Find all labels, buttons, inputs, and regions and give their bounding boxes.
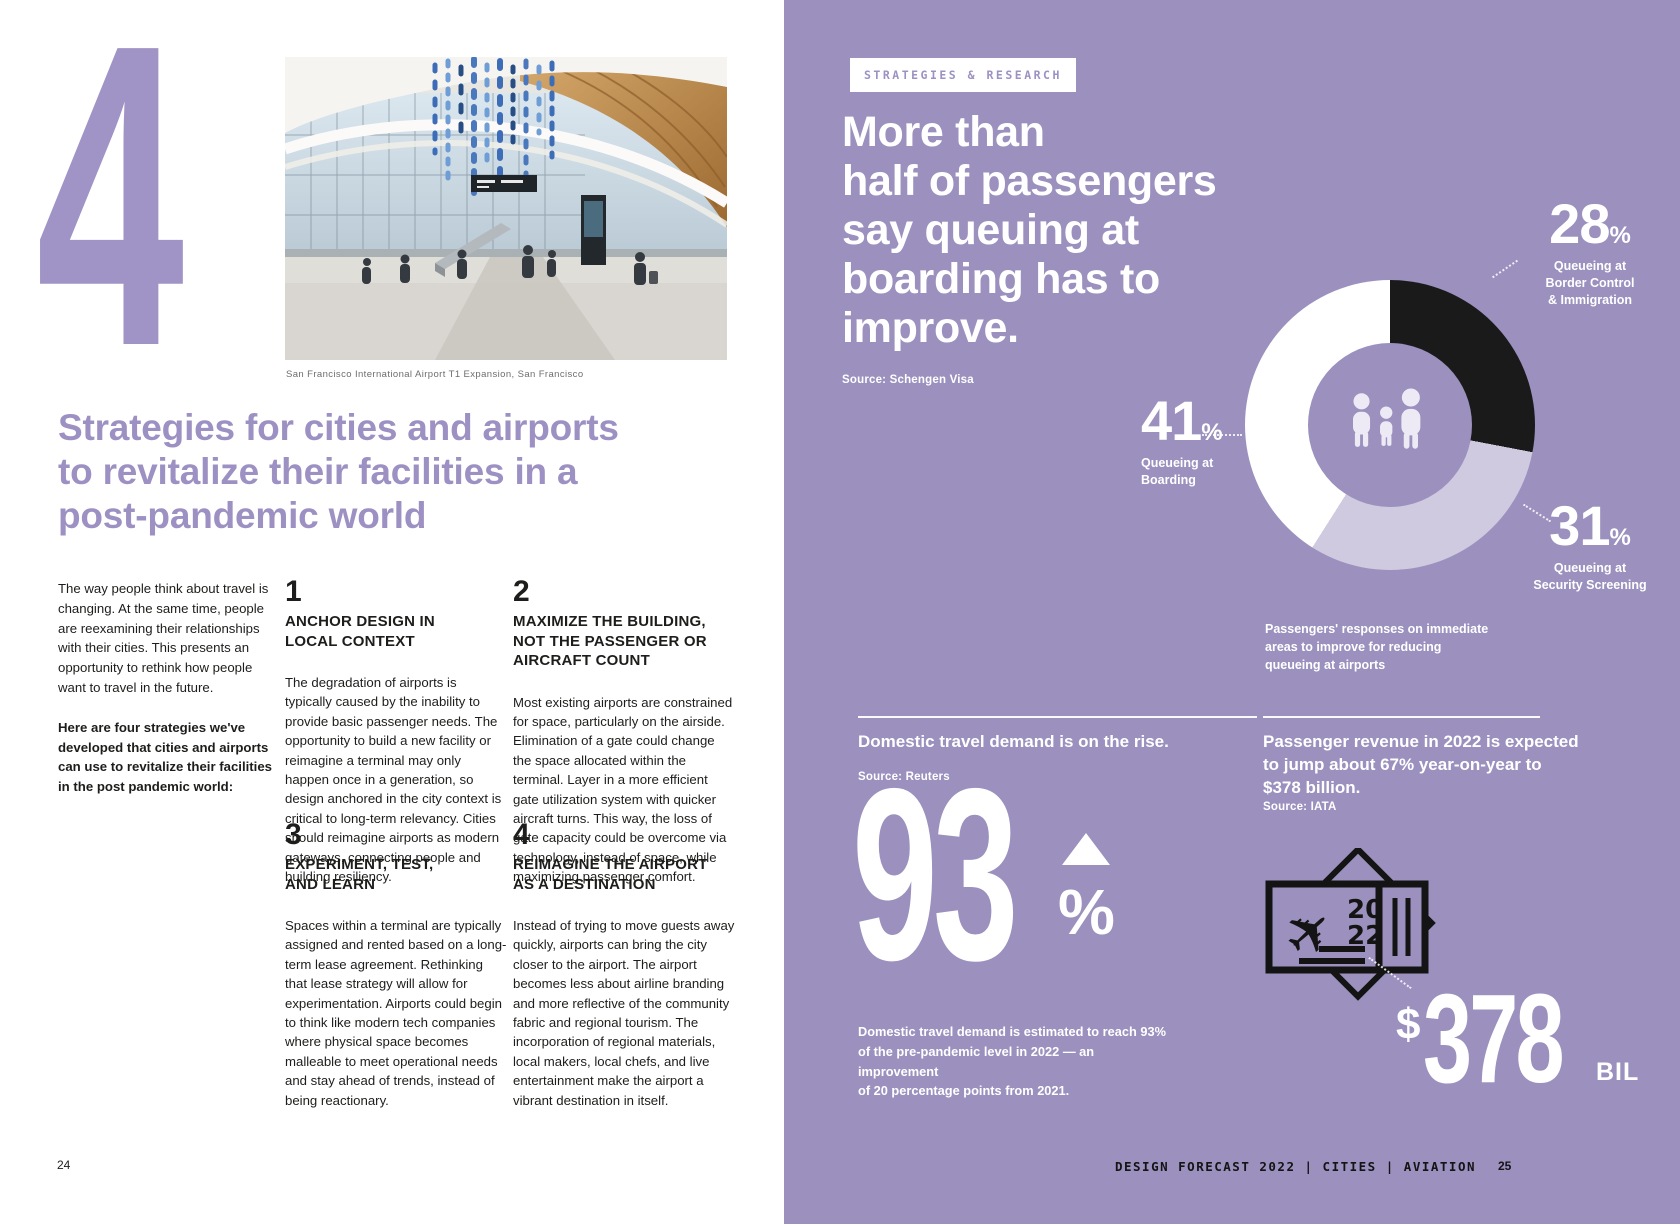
domestic-stat-heading: Domestic travel demand is on the rise. [858, 732, 1169, 751]
page-number-left: 24 [57, 1158, 71, 1172]
strategy-2-number: 2 [513, 575, 530, 608]
intro-bold-paragraph: Here are four strategies we've developed… [58, 719, 273, 795]
donut-chart [1245, 280, 1535, 570]
strategy-4: 4 REIMAGINE THE AIRPORT AS A DESTINATION… [513, 820, 735, 1110]
chapter-number: 4 [36, 0, 184, 436]
strategy-4-number: 4 [513, 818, 530, 851]
plane-ticket-icon: ✈ 20 22 [1263, 845, 1453, 1013]
intro-paragraph: The way people think about travel is cha… [58, 581, 269, 695]
strategy-3-title: EXPERIMENT, TEST, AND LEARN [285, 856, 434, 893]
domestic-stat-body: Domestic travel demand is estimated to r… [858, 1024, 1166, 1099]
callout-boarding: 41% Queueing at Boarding [1141, 393, 1223, 489]
page-number-right: 25 [1498, 1159, 1512, 1173]
strategy-1: 1 ANCHOR DESIGN IN LOCAL CONTEXT The deg… [285, 577, 507, 886]
strategy-3-body: Spaces within a terminal are typically a… [285, 918, 507, 1108]
strategy-3: 3 EXPERIMENT, TEST, AND LEARN Spaces wit… [285, 820, 507, 1110]
strategy-3-number: 3 [285, 818, 302, 851]
callout-border-value: 28 [1549, 192, 1610, 255]
callout-border-label: Queueing at Border Control & Immigration [1545, 259, 1635, 307]
domestic-stat-value: 93 [852, 737, 1019, 1011]
dollar-sign: $ [1396, 1000, 1421, 1049]
right-page: STRATEGIES & RESEARCH More than half of … [784, 0, 1680, 1224]
divider-left [858, 716, 1257, 718]
callout-security-label: Queueing at Security Screening [1533, 561, 1647, 592]
domestic-stat-figure: 93 % [852, 737, 1115, 1011]
strategy-4-body: Instead of trying to move guests away qu… [513, 918, 735, 1108]
svg-text:20: 20 [1347, 895, 1383, 925]
page-title: Strategies for cities and airports to re… [58, 407, 619, 536]
percent-sign: % [1609, 524, 1631, 551]
percent-sign: % [1201, 419, 1223, 446]
section-badge: STRATEGIES & RESEARCH [850, 58, 1076, 92]
callout-border-control: 28% Queueing at Border Control & Immigra… [1510, 196, 1670, 309]
chandelier [432, 57, 555, 200]
strategy-1-number: 1 [285, 575, 302, 608]
research-headline: More than half of passengers say queuing… [842, 108, 1217, 352]
divider-right [1263, 716, 1540, 718]
photo-caption: San Francisco International Airport T1 E… [286, 369, 584, 380]
airport-photo-illustration [285, 57, 727, 360]
callout-boarding-value: 41 [1141, 389, 1202, 452]
strategy-2: 2 MAXIMIZE THE BUILDING, NOT THE PASSENG… [513, 577, 735, 887]
revenue-stat-unit: BIL [1596, 1058, 1640, 1086]
leader-line-boarding [1202, 434, 1242, 436]
people-icon [1353, 388, 1421, 449]
percent-sign: % [1058, 876, 1115, 948]
chart-caption: Passengers' responses on immediate areas… [1265, 622, 1489, 673]
revenue-stat-source: Source: IATA [1263, 801, 1337, 813]
callout-security-value: 31 [1549, 494, 1610, 557]
airport-photo [285, 57, 727, 360]
footer-title: DESIGN FORECAST 2022 | CITIES | AVIATION [1114, 1159, 1476, 1174]
callout-boarding-label: Queueing at Boarding [1141, 456, 1214, 487]
revenue-stat-value: 378 [1423, 968, 1565, 1109]
percent-sign: % [1609, 222, 1631, 249]
left-page: 4 [0, 0, 784, 1224]
strategy-2-title: MAXIMIZE THE BUILDING, NOT THE PASSENGER… [513, 613, 707, 669]
headline-source: Source: Schengen Visa [842, 374, 974, 386]
people-silhouettes [362, 245, 658, 285]
domestic-stat-source: Source: Reuters [858, 771, 950, 783]
strategy-1-body: The degradation of airports is typically… [285, 675, 502, 885]
donut-center [1308, 343, 1472, 507]
callout-security: 31% Queueing at Security Screening [1510, 498, 1670, 594]
strategy-1-title: ANCHOR DESIGN IN LOCAL CONTEXT [285, 613, 435, 650]
strategy-2-body: Most existing airports are constrained f… [513, 694, 733, 885]
strategy-4-title: REIMAGINE THE AIRPORT AS A DESTINATION [513, 856, 708, 893]
intro-column: The way people think about travel is cha… [58, 579, 272, 810]
increase-arrow-icon [1062, 833, 1111, 865]
revenue-stat-heading: Passenger revenue in 2022 is expected to… [1263, 732, 1579, 797]
